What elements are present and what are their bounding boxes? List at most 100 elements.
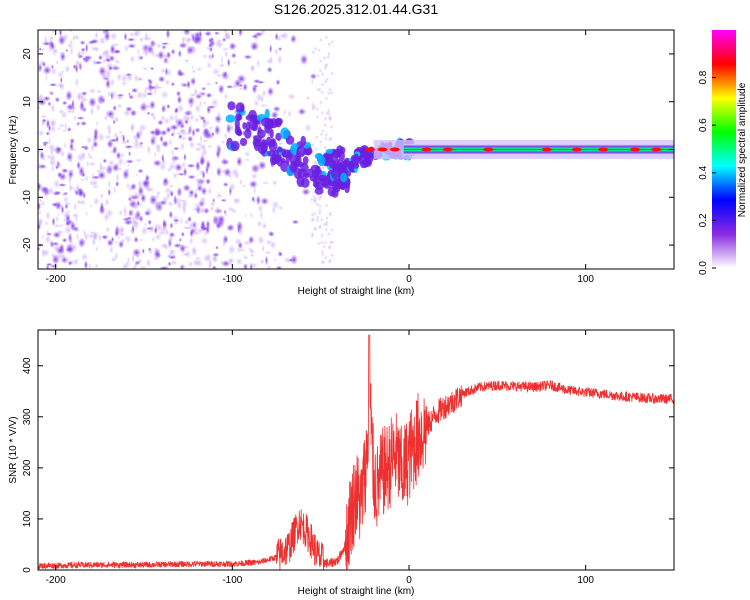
spectrogram-noise-blob <box>324 222 329 227</box>
spectrogram-noise-blob <box>227 206 235 212</box>
spectrogram-noise-blob <box>165 126 172 134</box>
spectrogram-noise-blob <box>132 220 140 230</box>
spectrogram-noise-blob <box>56 246 65 255</box>
spectrogram-noise-blob <box>131 87 139 93</box>
spectrogram-noise-blob <box>237 87 244 91</box>
spectrogram-noise-blob <box>175 172 182 176</box>
spectrogram-noise-blob <box>249 64 256 72</box>
spectrogram-noise-blob <box>123 161 127 165</box>
spectrogram-noise-blob <box>315 202 320 207</box>
spectrogram-noise-blob <box>177 187 183 196</box>
spectrogram-noise-blob <box>113 49 121 54</box>
spectrogram-noise-blob <box>317 48 321 53</box>
spectrogram-noise-blob <box>202 139 209 143</box>
spectrogram-noise-blob <box>252 166 259 173</box>
spectrogram-noise-blob <box>115 172 120 183</box>
spectrogram-noise-blob <box>68 175 72 186</box>
snr-x-tick-label: -200 <box>46 575 66 586</box>
spectrogram-noise-blob <box>276 107 280 114</box>
spectrogram-noise-blob <box>64 203 69 210</box>
spectrogram-noise-blob <box>113 59 121 64</box>
spectrogram-track-blob <box>257 129 266 139</box>
spectrogram-noise-blob <box>61 168 69 174</box>
spectrogram-noise-blob <box>130 183 137 191</box>
spectrogram-noise-blob <box>201 220 205 228</box>
spectrogram-noise-blob <box>58 84 65 88</box>
spectrogram-noise-blob <box>271 111 279 119</box>
spectrogram-noise-blob <box>186 163 196 168</box>
spectrogram-noise-blob <box>328 212 332 217</box>
spectrogram-noise-blob <box>318 203 322 209</box>
spectrogram-noise-blob <box>216 191 223 200</box>
spectrogram-noise-blob <box>109 115 116 121</box>
spectrogram-noise-blob <box>105 226 111 233</box>
spectrogram-noise-blob <box>184 119 189 125</box>
spectrogram-noise-blob <box>166 254 173 258</box>
colorbar-tick-label: 0.0 <box>698 261 709 275</box>
spectrogram-noise-blob <box>168 184 175 189</box>
spectrogram-noise-blob <box>251 34 259 39</box>
spectrogram-noise-blob <box>264 255 269 266</box>
spectrogram-noise-blob <box>42 42 51 46</box>
spectrogram-noise-blob <box>179 238 182 242</box>
spectrogram-noise-blob <box>278 47 282 51</box>
spectrogram-noise-blob <box>101 234 109 240</box>
spectrogram-noise-blob <box>176 95 182 105</box>
spectrogram-noise-blob <box>275 79 281 86</box>
spectrogram-track-blob <box>248 118 258 131</box>
spectrogram-noise-blob <box>277 141 284 146</box>
spectrogram-noise-blob <box>173 146 180 151</box>
spectrogram-noise-blob <box>95 103 101 112</box>
spectrogram-noise-blob <box>38 164 47 169</box>
spectrogram-noise-blob <box>48 90 55 95</box>
spectrogram-track-blob <box>328 159 337 169</box>
spectrogram-noise-blob <box>232 83 237 90</box>
spectrogram-noise-blob <box>161 140 169 148</box>
spectrogram-noise-blob <box>173 219 180 223</box>
spectrogram-noise-blob <box>135 253 141 260</box>
spectrogram-noise-blob <box>189 236 194 246</box>
spectrogram-noise-blob <box>197 177 205 187</box>
spectrogram-noise-blob <box>153 127 161 137</box>
spectrogram-noise-blob <box>160 67 167 75</box>
spectrogram-noise-blob <box>138 140 143 150</box>
spectrogram-noise-blob <box>160 42 170 46</box>
spectrogram-noise-blob <box>41 233 45 240</box>
spectrogram-noise-blob <box>86 136 93 144</box>
spectrogram-noise-blob <box>327 244 332 249</box>
spectrogram-noise-blob <box>222 235 229 244</box>
spectrogram-noise-blob <box>162 47 165 51</box>
spectrogram-noise-blob <box>204 31 212 37</box>
spectrogram-noise-blob <box>170 149 175 156</box>
spectrogram-noise-blob <box>243 54 253 60</box>
spectrogram-track-blob <box>244 128 252 139</box>
spectrogram-noise-blob <box>52 254 60 265</box>
spectrogram-noise-blob <box>38 93 44 101</box>
spectrogram-noise-blob <box>211 254 218 263</box>
spectrogram-noise-blob <box>70 110 75 114</box>
spectrogram-noise-blob <box>98 164 105 173</box>
spectrogram-noise-blob <box>320 110 324 116</box>
spectrogram-noise-blob <box>327 137 332 142</box>
spectrogram-noise-blob <box>119 225 125 234</box>
snr-x-tick-label: 0 <box>406 575 412 586</box>
spectrogram-noise-blob <box>324 35 329 40</box>
spectrogram-noise-blob <box>213 31 220 35</box>
spectrogram-tone-peak <box>442 147 453 152</box>
spectrogram-noise-blob <box>128 94 134 100</box>
spectrogram-tone-band <box>403 144 674 155</box>
spectrogram-noise-blob <box>137 185 144 197</box>
spectrogram-noise-blob <box>117 130 124 134</box>
spectrogram-noise-blob <box>169 124 179 131</box>
spectrogram-noise-blob <box>133 236 139 243</box>
spectrogram-noise-blob <box>58 109 65 115</box>
spectrogram-noise-blob <box>290 34 297 44</box>
spectrogram-noise-blob <box>183 167 188 177</box>
spectrogram-noise-blob <box>239 247 245 253</box>
spectrogram-noise-blob <box>150 67 155 71</box>
spectrogram-noise-blob <box>180 231 185 237</box>
spectrogram-noise-blob <box>330 71 334 76</box>
spectrogram-noise-blob <box>110 256 117 263</box>
spectrogram-noise-blob <box>62 237 68 243</box>
spectrogram-noise-blob <box>51 217 56 227</box>
